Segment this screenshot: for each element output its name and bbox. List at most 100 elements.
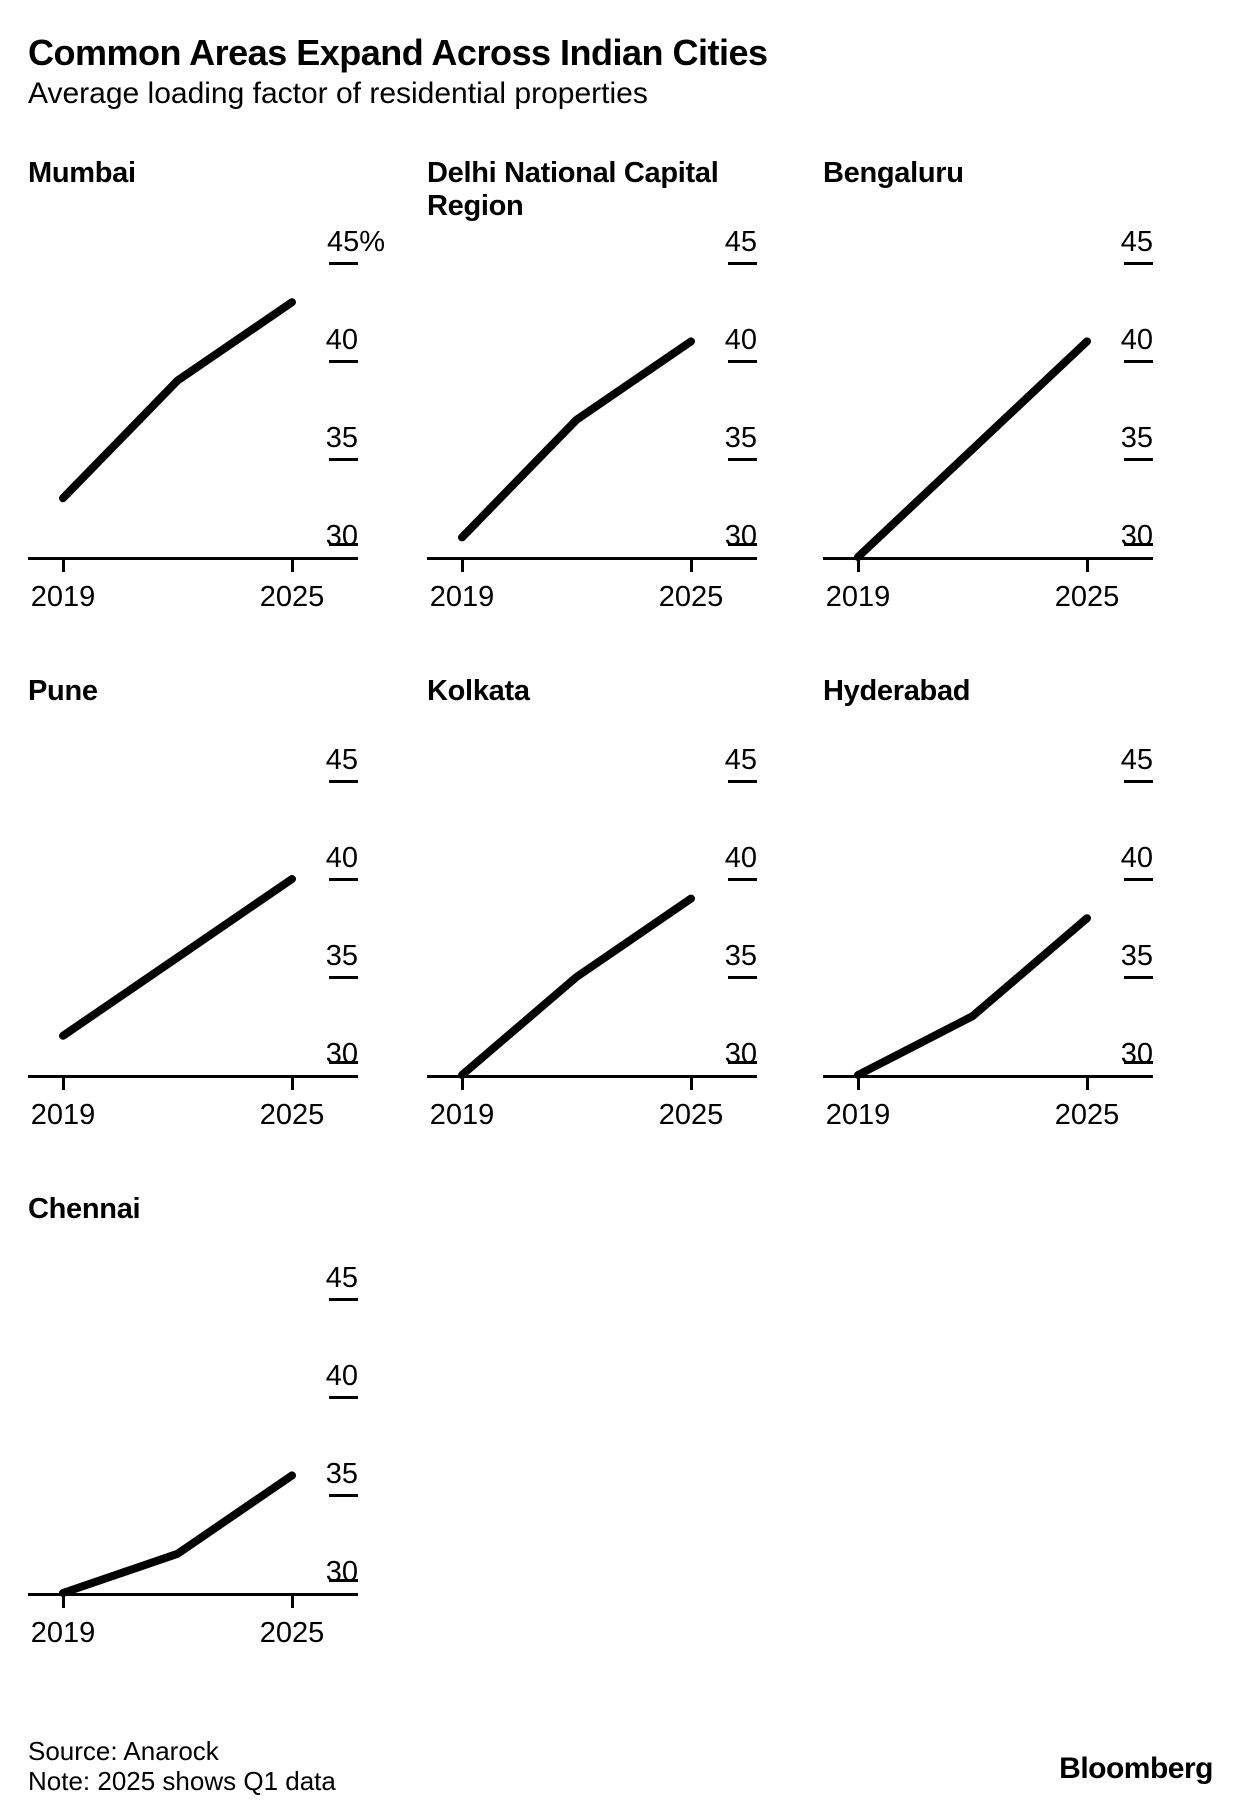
line-chart-canvas: [59, 875, 296, 1040]
y-axis-label: 45: [325, 1262, 358, 1294]
plot-area: 45 40 35 30 2019 2025: [427, 222, 757, 612]
chart-delhi-national-capital-region: Delhi National Capital Region 45 40 35 30 201…: [427, 157, 823, 681]
x-axis-label: 2025: [658, 1099, 724, 1131]
x-axis-label: 2019: [825, 1099, 891, 1131]
line-chart-canvas: [59, 298, 296, 503]
y-axis-tick: [329, 976, 358, 979]
chart-kolkata: Kolkata 45 40 35 30 2019 2025: [427, 675, 823, 1199]
line-chart-canvas: [59, 1471, 296, 1597]
chart-title: Pune: [28, 675, 98, 707]
line-series-chennai: [59, 1471, 296, 1597]
y-axis-tick: [329, 262, 358, 265]
y-axis-tick: [728, 543, 757, 546]
y-axis-label: 40: [724, 842, 757, 874]
line-chart-canvas: [458, 337, 695, 542]
y-axis-label: 35: [724, 422, 757, 454]
x-axis-tick: [61, 1078, 65, 1090]
y-axis-tick: [1124, 360, 1153, 363]
y-axis-label: 35: [325, 940, 358, 972]
x-axis-tick: [290, 560, 294, 572]
note-line: Note: 2025 shows Q1 data: [28, 1766, 336, 1796]
y-axis-label: 30: [724, 1038, 757, 1070]
y-axis-tick: [728, 780, 757, 783]
y-axis-tick: [1124, 543, 1153, 546]
plot-area: 45 40 35 30 2019 2025: [823, 740, 1153, 1130]
line-series-mumbai: [59, 298, 296, 503]
y-axis-tick: [728, 1061, 757, 1064]
chart-chennai: Chennai 45 40 35 30 2019 2025: [28, 1193, 427, 1717]
x-axis-tick: [61, 560, 65, 572]
line-series-bengaluru: [854, 337, 1091, 561]
x-axis-label: 2025: [259, 1099, 325, 1131]
y-axis-label: 30: [1120, 1038, 1153, 1070]
y-axis-label: 30: [325, 1556, 358, 1588]
chart-hyderabad: Hyderabad 45 40 35 30 2019 2025: [823, 675, 1203, 1199]
y-axis-label: 40: [325, 324, 358, 356]
page-title: Common Areas Expand Across Indian Cities: [28, 32, 768, 73]
line-series-pune: [59, 875, 296, 1040]
x-axis-label: 2019: [825, 581, 891, 613]
chart-mumbai: Mumbai 45% 40 35 30 2019 2025: [28, 157, 427, 681]
y-axis-label: 40: [1120, 842, 1153, 874]
x-axis-label: 2019: [30, 1099, 96, 1131]
y-axis-label: 35: [724, 940, 757, 972]
y-axis-tick: [1124, 780, 1153, 783]
x-axis-tick: [689, 1078, 693, 1090]
plot-area: 45 40 35 30 2019 2025: [28, 740, 358, 1130]
chart-bengaluru: Bengaluru 45 40 35 30 2019 2025: [823, 157, 1203, 681]
y-axis-label: 45%: [326, 226, 385, 258]
x-axis-label: 2025: [259, 581, 325, 613]
y-axis-tick: [728, 262, 757, 265]
y-axis-tick: [329, 1061, 358, 1064]
y-axis-label: 35: [325, 1458, 358, 1490]
x-axis-label: 2019: [429, 1099, 495, 1131]
x-axis-tick: [460, 560, 464, 572]
y-axis-label: 40: [325, 842, 358, 874]
line-chart-canvas: [854, 914, 1091, 1079]
x-axis-tick: [1085, 560, 1089, 572]
x-axis-label: 2025: [259, 1617, 325, 1649]
chart-title: Delhi National Capital Region: [427, 157, 719, 222]
source-line: Source: Anarock: [28, 1736, 219, 1766]
x-axis-label: 2025: [658, 581, 724, 613]
y-axis-label: 40: [1120, 324, 1153, 356]
y-axis-label: 45: [724, 226, 757, 258]
x-axis-label: 2025: [1054, 1099, 1120, 1131]
y-axis-label: 30: [1120, 520, 1153, 552]
y-axis-label: 45: [325, 744, 358, 776]
y-axis-tick: [329, 1396, 358, 1399]
y-axis-label: 35: [1120, 422, 1153, 454]
x-axis-label: 2025: [1054, 581, 1120, 613]
footer: Source: Anarock Note: 2025 shows Q1 data: [28, 1736, 336, 1796]
chart-title: Hyderabad: [823, 675, 971, 707]
plot-area: 45 40 35 30 2019 2025: [427, 740, 757, 1130]
y-axis-label: 40: [325, 1360, 358, 1392]
y-axis-label: 30: [325, 520, 358, 552]
x-axis-label: 2019: [30, 1617, 96, 1649]
y-axis-label: 40: [724, 324, 757, 356]
line-chart-canvas: [854, 337, 1091, 561]
y-axis-tick: [329, 360, 358, 363]
y-axis-label: 45: [724, 744, 757, 776]
y-axis-tick: [329, 878, 358, 881]
chart-title: Kolkata: [427, 675, 530, 707]
y-axis-tick: [1124, 976, 1153, 979]
line-chart-canvas: [458, 894, 695, 1079]
plot-area: 45 40 35 30 2019 2025: [28, 1258, 358, 1648]
chart-title: Mumbai: [28, 157, 136, 189]
chart-title: Chennai: [28, 1193, 141, 1225]
y-axis-label: 30: [325, 1038, 358, 1070]
x-axis-label: 2019: [429, 581, 495, 613]
x-axis-tick: [1085, 1078, 1089, 1090]
line-series-delhi-national-capital-region: [458, 337, 695, 542]
plot-area: 45 40 35 30 2019 2025: [823, 222, 1153, 612]
y-axis-tick: [329, 543, 358, 546]
y-axis-tick: [1124, 262, 1153, 265]
x-axis-tick: [61, 1596, 65, 1608]
y-axis-tick: [728, 878, 757, 881]
y-axis-label: 45: [1120, 744, 1153, 776]
x-axis-tick: [460, 1078, 464, 1090]
y-axis-tick: [329, 458, 358, 461]
y-axis-tick: [728, 458, 757, 461]
y-axis-tick: [1124, 1061, 1153, 1064]
